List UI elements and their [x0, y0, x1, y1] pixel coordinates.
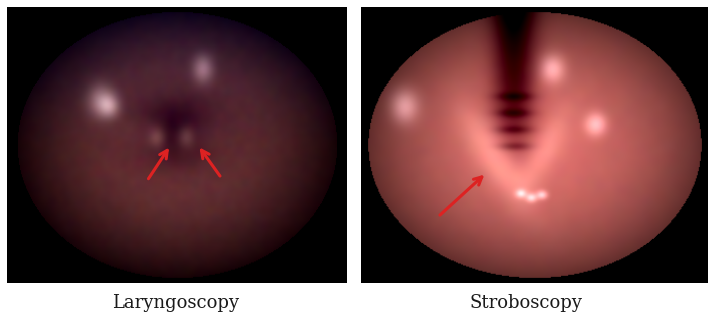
Text: Laryngoscopy: Laryngoscopy: [112, 294, 239, 312]
Text: Stroboscopy: Stroboscopy: [469, 294, 582, 312]
